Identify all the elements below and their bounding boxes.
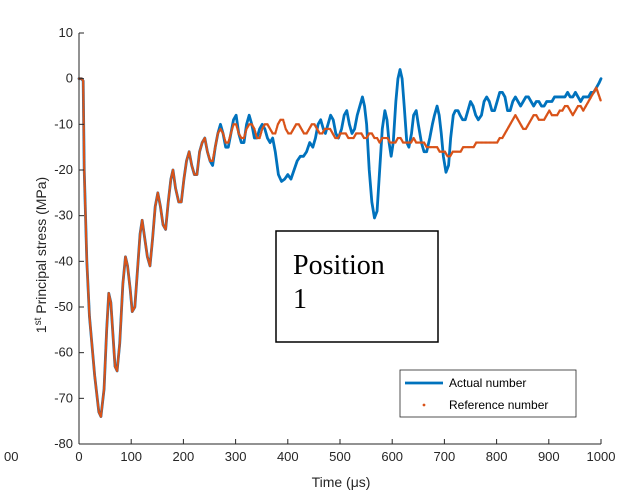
y-axis-label-pre: 1 — [33, 325, 49, 333]
axes: 0 100 200 300 400 500 600 700 800 900 1000 100-10-… — [54, 25, 615, 464]
legend-label-actual-number: Actual number — [449, 376, 526, 390]
y-tick-label: -50 — [54, 299, 73, 314]
x-tick-label: 500 — [329, 449, 351, 464]
x-tick-label: 400 — [277, 449, 299, 464]
y-tick-label: -20 — [54, 162, 73, 177]
x-tick-label: 200 — [173, 449, 195, 464]
x-tick-label: 900 — [538, 449, 560, 464]
plot-area — [77, 68, 603, 418]
y-tick-label: 10 — [59, 25, 73, 40]
x-tick-label: 800 — [486, 449, 508, 464]
x-tick-label: 700 — [434, 449, 456, 464]
y-tick-label: -40 — [54, 253, 73, 268]
x-axis-label: Time (μs) — [312, 474, 371, 490]
y-tick-label: -80 — [54, 436, 73, 451]
y-axis-ticks: 10 0 -10 -20 -30 -40 -50 -60 -70 -80 — [54, 25, 84, 451]
legend: Actual number Reference number — [399, 369, 577, 418]
legend-label-reference-number: Reference number — [449, 398, 548, 412]
legend-box — [399, 369, 577, 418]
y-axis-label-post: Principal stress (MPa) — [33, 177, 49, 318]
y-axis-label: 1st Principal stress (MPa) — [33, 177, 49, 333]
x-tick-label: 300 — [225, 449, 247, 464]
annotation-line-2: 1 — [293, 284, 307, 315]
y-tick-label: 0 — [66, 71, 73, 86]
y-tick-label: -60 — [54, 345, 73, 360]
annotation-line-1: Position — [293, 250, 385, 281]
annotation-box — [275, 230, 439, 343]
y-axis-label-superscript: st — [33, 317, 44, 325]
x-tick-label: 100 — [120, 449, 142, 464]
x-tick-label: 1000 — [587, 449, 616, 464]
x-axis-ticks: 0 100 200 300 400 500 600 700 800 900 1000 — [75, 439, 615, 464]
position-annotation: Position 1 — [275, 230, 439, 343]
reference-number-point — [599, 99, 602, 102]
x-tick-label: 600 — [381, 449, 403, 464]
y-tick-label: -10 — [54, 116, 73, 131]
legend-swatch-reference-number — [422, 403, 426, 407]
left-cut-tick-label: 00 — [4, 449, 18, 464]
y-tick-label: -70 — [54, 390, 73, 405]
series-dots-reference-number — [77, 77, 602, 418]
y-tick-label: -30 — [54, 208, 73, 223]
x-tick-label: 0 — [75, 449, 82, 464]
